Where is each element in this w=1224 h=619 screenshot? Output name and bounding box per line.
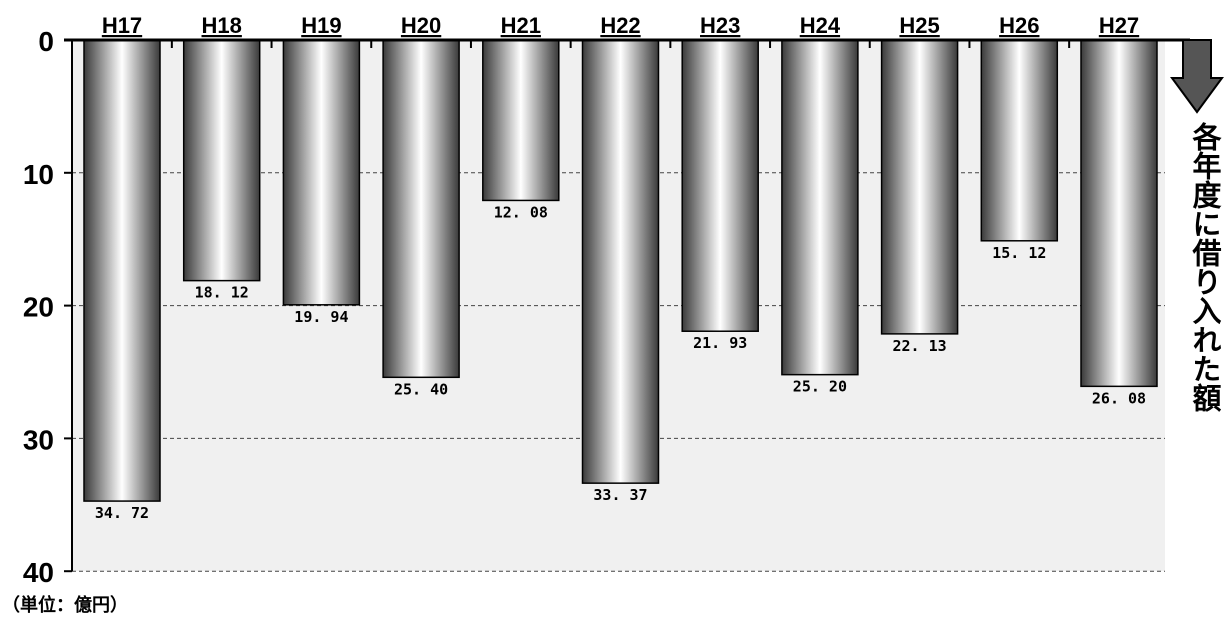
bar: [781, 39, 859, 376]
category-label: H18: [202, 13, 242, 38]
category-label: H22: [600, 13, 640, 38]
y-tick-label: 40: [23, 557, 54, 588]
category-label: H25: [899, 13, 939, 38]
category-label: H27: [1099, 13, 1139, 38]
y-tick-label: 30: [23, 424, 54, 455]
value-label: 25. 40: [394, 380, 448, 398]
unit-label: （単位：億円）: [2, 595, 128, 616]
bar: [681, 39, 759, 332]
bar: [880, 39, 959, 335]
category-label: H26: [999, 13, 1039, 38]
value-label: 34. 72: [95, 504, 149, 522]
y-tick-label: 20: [23, 292, 54, 323]
value-label: 25. 20: [793, 378, 847, 396]
bar: [382, 39, 460, 379]
value-label: 33. 37: [593, 486, 647, 504]
bar: [182, 39, 261, 282]
value-label: 18. 12: [195, 284, 249, 302]
value-label: 22. 13: [893, 337, 947, 355]
bar: [482, 39, 560, 202]
value-label: 15. 12: [992, 244, 1046, 262]
bar: [581, 39, 660, 484]
category-label: H23: [700, 13, 740, 38]
category-label: H24: [800, 13, 841, 38]
labels-group: 0 10 20 30 40 H17 34. 72 H18 18. 12 H19 19. 94 H20 2…: [23, 13, 1146, 588]
bar: [1080, 39, 1158, 388]
value-label: 12. 08: [494, 203, 548, 221]
value-label: 21. 93: [693, 334, 747, 352]
bar: [83, 39, 161, 502]
side-axis-label: 各年度に借り入れた額: [1188, 122, 1222, 412]
y-tick-label: 0: [38, 26, 54, 57]
category-label: H20: [401, 13, 441, 38]
category-label: H17: [102, 13, 142, 38]
category-label: H21: [501, 13, 541, 38]
value-label: 26. 08: [1092, 389, 1146, 407]
bars-group: [83, 39, 1158, 502]
bar: [980, 39, 1059, 242]
bar: [282, 39, 361, 306]
down-arrow-icon: [1170, 39, 1224, 114]
category-label: H19: [301, 13, 341, 38]
value-label: 19. 94: [294, 308, 348, 326]
axes-group: [64, 38, 1190, 573]
y-tick-label: 10: [23, 159, 54, 190]
